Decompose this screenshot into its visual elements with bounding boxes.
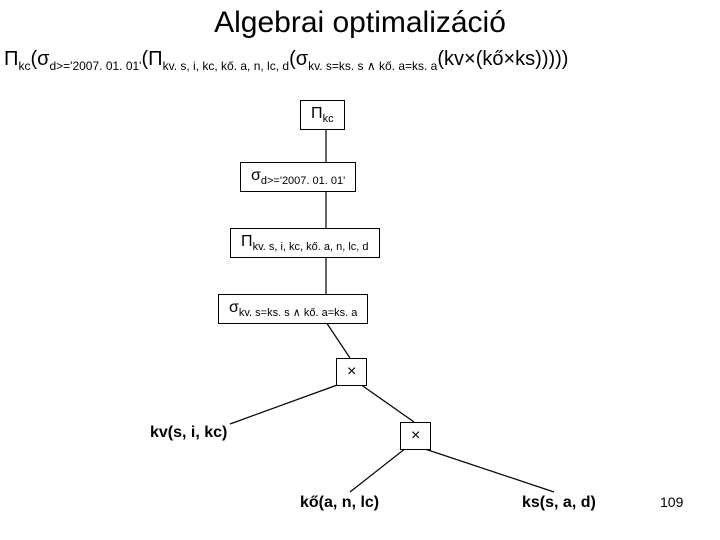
- node-pi-kc: Πkc: [300, 100, 345, 130]
- page-title: Algebrai optimalizáció: [0, 6, 720, 40]
- tree-edges: [0, 0, 720, 540]
- page-number: 109: [660, 494, 683, 510]
- diagram-canvas: Algebrai optimalizáció Πkc(σd>='2007. 01…: [0, 0, 720, 540]
- node-sigma-join: σkv. s=ks. s ∧ kő. a=ks. a: [218, 294, 368, 324]
- node-cross-2: ×: [400, 422, 431, 450]
- node-pi-cols: Πkv. s, i, kc, kő. a, n, lc, d: [230, 228, 380, 258]
- node-sigma-date: σd>='2007. 01. 01': [240, 162, 356, 192]
- leaf-kv: kv(s, i, kc): [150, 424, 227, 442]
- formula-line: Πkc(σd>='2007. 01. 01'(Πkv. s, i, kc, kő…: [0, 48, 720, 73]
- leaf-ks: ks(s, a, d): [522, 494, 596, 512]
- leaf-ko: kő(a, n, lc): [300, 494, 379, 512]
- node-cross-1: ×: [336, 358, 367, 386]
